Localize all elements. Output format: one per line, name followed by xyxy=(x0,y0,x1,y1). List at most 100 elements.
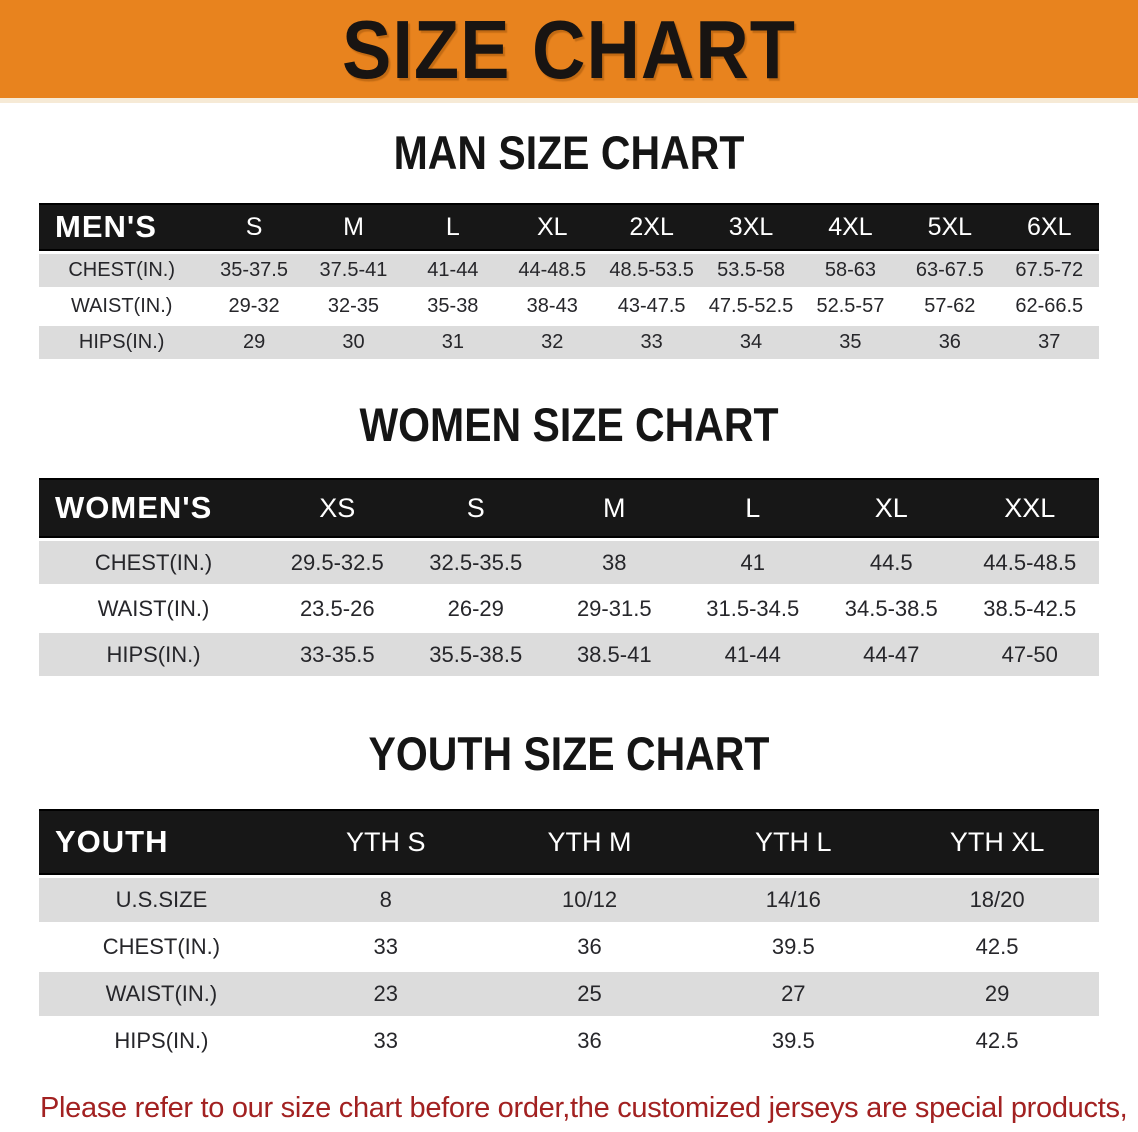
value-cell: 44.5-48.5 xyxy=(960,541,1099,584)
table-row: U.S.SIZE 8 10/12 14/16 18/20 xyxy=(39,878,1099,922)
value-cell: 42.5 xyxy=(895,925,1099,969)
table-row: CHEST(IN.) 35-37.5 37.5-41 41-44 44-48.5 48.5… xyxy=(39,254,1099,287)
value-cell: 29-32 xyxy=(204,290,304,323)
value-cell: 41-44 xyxy=(403,254,503,287)
row-label-cell: CHEST(IN.) xyxy=(39,541,268,584)
table-row: CHEST(IN.) 29.5-32.5 32.5-35.5 38 41 44.5 44.5… xyxy=(39,541,1099,584)
size-column-header: 5XL xyxy=(900,203,1000,251)
youth-size-table: YOUTH YTH S YTH M YTH L YTH XL U.S.SIZE 8 10/12… xyxy=(39,806,1099,1066)
row-label-cell: CHEST(IN.) xyxy=(39,254,205,287)
value-cell: 63-67.5 xyxy=(900,254,1000,287)
value-cell: 14/16 xyxy=(691,878,896,922)
size-column-header: M xyxy=(545,478,684,538)
youth-section-heading: YOUTH SIZE CHART xyxy=(0,679,1138,806)
row-label-cell: U.S.SIZE xyxy=(39,878,284,922)
size-chart-title: SIZE CHART xyxy=(342,2,796,96)
value-cell: 38.5-42.5 xyxy=(960,587,1099,630)
value-cell: 58-63 xyxy=(800,254,901,287)
value-cell: 35 xyxy=(800,326,901,359)
size-column-header: YTH L xyxy=(691,809,896,875)
value-cell: 23.5-26 xyxy=(268,587,407,630)
value-cell: 31 xyxy=(403,326,503,359)
size-column-header: XL xyxy=(822,478,961,538)
size-column-header: L xyxy=(403,203,503,251)
value-cell: 48.5-53.5 xyxy=(601,254,702,287)
size-column-header: L xyxy=(683,478,822,538)
value-cell: 41-44 xyxy=(683,633,822,676)
row-label-cell: WAIST(IN.) xyxy=(39,587,268,630)
value-cell: 52.5-57 xyxy=(800,290,901,323)
women-section-heading: WOMEN SIZE CHART xyxy=(0,362,1138,475)
value-cell: 35-38 xyxy=(403,290,503,323)
value-cell: 53.5-58 xyxy=(701,254,801,287)
value-cell: 26-29 xyxy=(406,587,545,630)
size-column-header: XXL xyxy=(960,478,1099,538)
size-column-header: 3XL xyxy=(701,203,801,251)
value-cell: 30 xyxy=(303,326,404,359)
size-column-header: M xyxy=(303,203,404,251)
table-title-cell: WOMEN'S xyxy=(39,478,268,538)
value-cell: 44.5 xyxy=(822,541,961,584)
value-cell: 34.5-38.5 xyxy=(822,587,961,630)
table-title-cell: YOUTH xyxy=(39,809,284,875)
size-column-header: XS xyxy=(268,478,407,538)
order-disclaimer: Please refer to our size chart before or… xyxy=(40,1084,1138,1132)
size-column-header: YTH XL xyxy=(895,809,1099,875)
value-cell: 31.5-34.5 xyxy=(683,587,822,630)
women-size-chart-heading: WOMEN SIZE CHART xyxy=(359,398,779,452)
value-cell: 62-66.5 xyxy=(999,290,1099,323)
mens-size-table: MEN'S S M L XL 2XL 3XL 4XL 5XL 6XL CHEST(IN.) 35-37… xyxy=(39,200,1099,362)
womens-size-table: WOMEN'S XS S M L XL XXL CHEST(IN.) 29.5-32.5 32.5… xyxy=(39,475,1099,679)
value-cell: 44-47 xyxy=(822,633,961,676)
table-row: WAIST(IN.) 29-32 32-35 35-38 38-43 43-47.5 47.… xyxy=(39,290,1099,323)
value-cell: 27 xyxy=(691,972,896,1016)
table-header-row: YOUTH YTH S YTH M YTH L YTH XL xyxy=(39,809,1099,875)
table-title-cell: MEN'S xyxy=(39,203,205,251)
value-cell: 42.5 xyxy=(895,1019,1099,1063)
value-cell: 38.5-41 xyxy=(545,633,684,676)
table-row: CHEST(IN.) 33 36 39.5 42.5 xyxy=(39,925,1099,969)
size-column-header: 6XL xyxy=(999,203,1099,251)
size-column-header: XL xyxy=(502,203,602,251)
value-cell: 23 xyxy=(283,972,488,1016)
value-cell: 35-37.5 xyxy=(204,254,304,287)
table-row: HIPS(IN.) 33 36 39.5 42.5 xyxy=(39,1019,1099,1063)
size-column-header: YTH S xyxy=(283,809,488,875)
row-label-cell: HIPS(IN.) xyxy=(39,326,205,359)
value-cell: 8 xyxy=(283,878,488,922)
row-label-cell: HIPS(IN.) xyxy=(39,1019,284,1063)
value-cell: 47-50 xyxy=(960,633,1099,676)
size-chart-banner: SIZE CHART xyxy=(0,0,1138,103)
value-cell: 39.5 xyxy=(691,1019,896,1063)
value-cell: 29 xyxy=(895,972,1099,1016)
value-cell: 67.5-72 xyxy=(999,254,1099,287)
row-label-cell: WAIST(IN.) xyxy=(39,972,284,1016)
size-column-header: YTH M xyxy=(487,809,692,875)
table-header-row: MEN'S S M L XL 2XL 3XL 4XL 5XL 6XL xyxy=(39,203,1099,251)
value-cell: 10/12 xyxy=(487,878,692,922)
value-cell: 33 xyxy=(283,925,488,969)
value-cell: 33 xyxy=(283,1019,488,1063)
man-section-heading: MAN SIZE CHART xyxy=(0,103,1138,200)
value-cell: 37.5-41 xyxy=(303,254,404,287)
value-cell: 38-43 xyxy=(502,290,602,323)
value-cell: 18/20 xyxy=(895,878,1099,922)
value-cell: 32 xyxy=(502,326,602,359)
table-row: WAIST(IN.) 23.5-26 26-29 29-31.5 31.5-34.5 34… xyxy=(39,587,1099,630)
value-cell: 44-48.5 xyxy=(502,254,602,287)
value-cell: 29-31.5 xyxy=(545,587,684,630)
value-cell: 36 xyxy=(487,925,692,969)
youth-size-chart-heading: YOUTH SIZE CHART xyxy=(368,727,770,781)
value-cell: 36 xyxy=(900,326,1000,359)
value-cell: 25 xyxy=(487,972,692,1016)
value-cell: 47.5-52.5 xyxy=(701,290,801,323)
value-cell: 33 xyxy=(601,326,702,359)
value-cell: 37 xyxy=(999,326,1099,359)
size-column-header: 2XL xyxy=(601,203,702,251)
size-column-header: 4XL xyxy=(800,203,901,251)
value-cell: 39.5 xyxy=(691,925,896,969)
value-cell: 41 xyxy=(683,541,822,584)
size-column-header: S xyxy=(204,203,304,251)
value-cell: 57-62 xyxy=(900,290,1000,323)
